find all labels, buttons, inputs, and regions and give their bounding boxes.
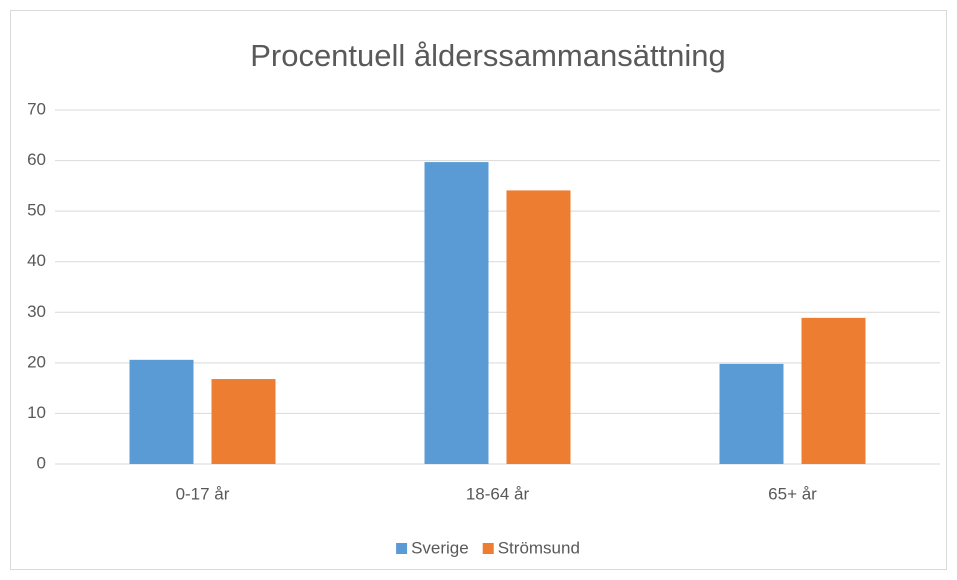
bar — [129, 359, 194, 464]
chart-title: Procentuell ålderssammansättning — [250, 38, 726, 73]
y-tick-label: 30 — [27, 302, 46, 321]
bar — [719, 363, 784, 464]
y-tick-label: 50 — [27, 201, 46, 220]
y-tick-label: 0 — [37, 453, 46, 472]
y-tick-label: 40 — [27, 251, 46, 270]
x-tick-label: 65+ år — [768, 484, 817, 503]
y-tick-label: 70 — [27, 99, 46, 118]
x-tick-label: 0-17 år — [176, 484, 230, 503]
legend-swatch — [482, 543, 494, 554]
bar — [424, 162, 489, 465]
y-tick-label: 20 — [27, 352, 46, 371]
x-tick-label: 18-64 år — [466, 484, 530, 503]
legend-swatch — [396, 543, 408, 554]
bar — [801, 317, 866, 464]
bar — [211, 379, 276, 464]
y-tick-label: 10 — [27, 403, 46, 422]
legend-label: Strömsund — [498, 538, 580, 557]
bar — [506, 190, 571, 464]
legend-label: Sverige — [411, 538, 469, 557]
y-tick-label: 60 — [27, 150, 46, 169]
